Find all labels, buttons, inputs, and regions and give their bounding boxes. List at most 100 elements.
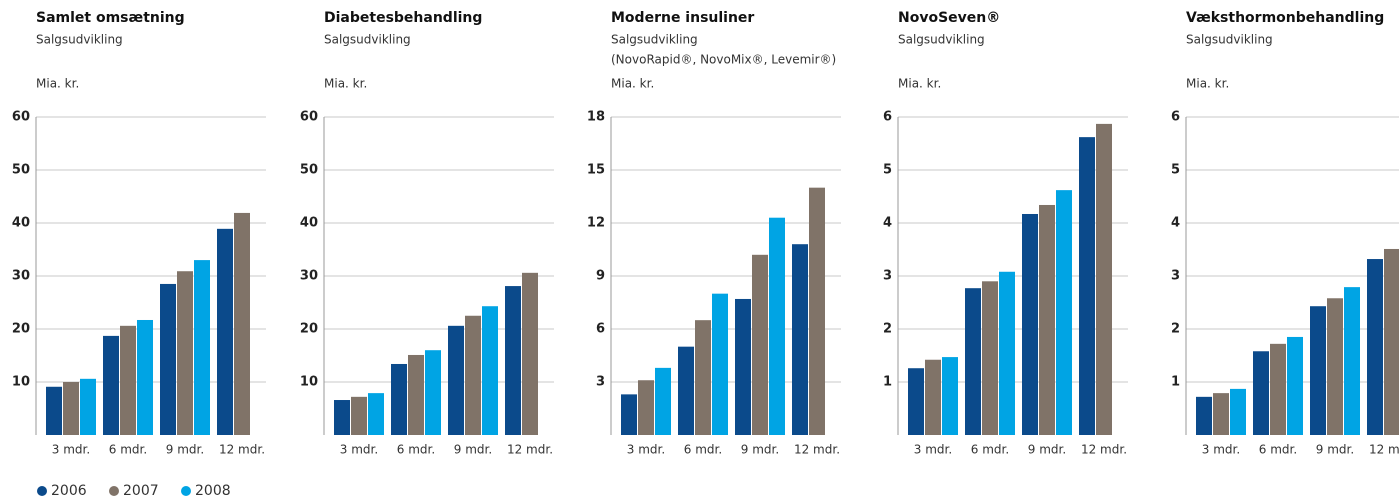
bar	[137, 319, 153, 435]
y-axis-unit: Mia. kr.	[324, 77, 367, 91]
bar	[621, 394, 637, 435]
bar	[1327, 298, 1343, 435]
y-axis-unit: Mia. kr.	[611, 77, 654, 91]
bar	[769, 217, 785, 435]
x-tick-label: 3 mdr.	[340, 443, 378, 457]
x-tick-label: 9 mdr.	[454, 443, 492, 457]
bar	[752, 254, 768, 435]
bar	[1096, 123, 1112, 435]
bar	[1039, 204, 1055, 435]
chart-title: Samlet omsætning	[36, 10, 185, 26]
chart-subtitle: (NovoRapid®, NovoMix®, Levemir®)	[611, 53, 836, 67]
y-tick-label: 9	[596, 269, 605, 284]
y-tick-label: 2	[883, 322, 892, 337]
y-tick-label: 30	[12, 269, 30, 284]
x-tick-label: 12 mdr.	[219, 443, 265, 457]
bar	[217, 228, 233, 435]
bar	[678, 346, 694, 435]
bar	[809, 187, 825, 435]
x-tick-label: 3 mdr.	[1202, 443, 1240, 457]
bar	[425, 350, 441, 435]
chart-subtitle: Salgsudvikling	[611, 33, 698, 47]
x-tick-label: 6 mdr.	[684, 443, 722, 457]
y-axis-unit: Mia. kr.	[1186, 77, 1229, 91]
y-tick-label: 30	[300, 269, 318, 284]
bar	[1196, 396, 1212, 435]
y-tick-label: 5	[883, 163, 892, 178]
y-tick-label: 6	[883, 110, 892, 125]
legend-label: 2007	[123, 483, 159, 497]
y-tick-label: 40	[12, 216, 30, 231]
y-tick-label: 18	[587, 110, 605, 125]
x-tick-label: 6 mdr.	[397, 443, 435, 457]
bar	[1384, 248, 1399, 435]
bar	[1344, 287, 1360, 435]
bar	[80, 378, 96, 435]
chart-subtitle: Salgsudvikling	[36, 33, 123, 47]
x-tick-label: 9 mdr.	[741, 443, 779, 457]
legend-marker	[37, 486, 47, 496]
bar	[408, 354, 424, 435]
x-tick-label: 9 mdr.	[1028, 443, 1066, 457]
bar	[1287, 336, 1303, 435]
x-tick-label: 6 mdr.	[971, 443, 1009, 457]
legend-marker	[109, 486, 119, 496]
bar	[448, 325, 464, 435]
x-tick-label: 6 mdr.	[109, 443, 147, 457]
bar	[1310, 306, 1326, 435]
bar	[1079, 137, 1095, 435]
bar	[735, 298, 751, 435]
y-tick-label: 60	[300, 110, 318, 125]
bar	[695, 320, 711, 435]
y-tick-label: 4	[883, 216, 892, 231]
bar	[1213, 393, 1229, 435]
bar	[1056, 190, 1072, 435]
bar	[120, 325, 136, 435]
y-tick-label: 1	[1171, 375, 1180, 390]
bar	[351, 396, 367, 435]
bar	[103, 335, 119, 435]
bar	[1367, 259, 1383, 435]
bar	[655, 367, 671, 435]
y-tick-label: 6	[596, 322, 605, 337]
y-tick-label: 50	[300, 163, 318, 178]
bar	[925, 359, 941, 435]
y-tick-label: 5	[1171, 163, 1180, 178]
chart-title: Diabetesbehandling	[324, 10, 482, 26]
x-tick-label: 9 mdr.	[166, 443, 204, 457]
y-tick-label: 10	[12, 375, 30, 390]
bar	[368, 393, 384, 435]
bar	[908, 368, 924, 435]
y-tick-label: 20	[300, 322, 318, 337]
bar	[1230, 388, 1246, 435]
bar	[46, 386, 62, 435]
chart-title: Væksthormonbehandling	[1186, 10, 1384, 26]
y-tick-label: 2	[1171, 322, 1180, 337]
x-tick-label: 12 mdr.	[1369, 443, 1399, 457]
y-tick-label: 10	[300, 375, 318, 390]
y-tick-label: 20	[12, 322, 30, 337]
y-tick-label: 12	[587, 216, 605, 231]
y-tick-label: 15	[587, 163, 605, 178]
bar	[505, 286, 521, 435]
y-tick-label: 60	[12, 110, 30, 125]
bar	[942, 357, 958, 435]
y-tick-label: 4	[1171, 216, 1180, 231]
y-tick-label: 3	[1171, 269, 1180, 284]
bar	[965, 288, 981, 435]
bar	[1022, 213, 1038, 435]
x-tick-label: 3 mdr.	[52, 443, 90, 457]
y-tick-label: 1	[883, 375, 892, 390]
bar	[234, 212, 250, 435]
bar	[177, 271, 193, 435]
bar	[522, 272, 538, 435]
chart-subtitle: Salgsudvikling	[1186, 33, 1273, 47]
x-tick-label: 9 mdr.	[1316, 443, 1354, 457]
y-tick-label: 3	[883, 269, 892, 284]
x-tick-label: 12 mdr.	[507, 443, 553, 457]
bar	[999, 271, 1015, 435]
legend-label: 2008	[195, 483, 231, 497]
bar	[1253, 351, 1269, 435]
legend-marker	[181, 486, 191, 496]
